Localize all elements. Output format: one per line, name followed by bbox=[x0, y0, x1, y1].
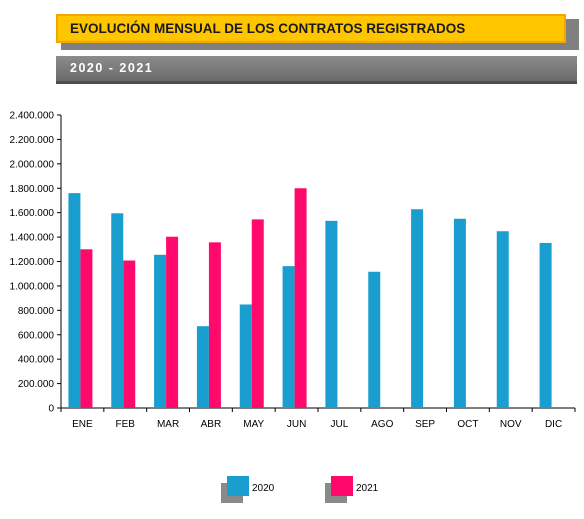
y-tick-label: 1.000.000 bbox=[10, 281, 55, 292]
y-tick-label: 1.400.000 bbox=[10, 233, 55, 244]
y-tick-label: 800.000 bbox=[18, 306, 55, 317]
bar-2021-jun bbox=[294, 188, 307, 408]
bar-2020-jun bbox=[282, 266, 295, 408]
bar-2020-ago bbox=[368, 271, 381, 408]
y-tick-label: 600.000 bbox=[18, 330, 55, 341]
legend-label-2020: 2020 bbox=[252, 483, 275, 494]
y-tick-label: 2.400.000 bbox=[10, 111, 55, 122]
y-tick-label: 2.000.000 bbox=[10, 159, 55, 170]
bar-2020-jul bbox=[325, 220, 338, 408]
y-tick-label: 1.600.000 bbox=[10, 208, 55, 219]
bar-2021-feb bbox=[123, 260, 136, 408]
legend-swatch-2021 bbox=[331, 476, 353, 496]
y-tick-label: 2.200.000 bbox=[10, 135, 55, 146]
bar-2020-mar bbox=[154, 254, 167, 408]
x-tick-label: JUL bbox=[331, 419, 349, 430]
bar-2020-ene bbox=[68, 193, 81, 408]
bar-2021-may bbox=[251, 219, 264, 408]
legend-label-2021: 2021 bbox=[356, 483, 379, 494]
y-tick-label: 1.800.000 bbox=[10, 184, 55, 195]
bar-2020-feb bbox=[111, 213, 124, 408]
x-tick-label: ENE bbox=[72, 419, 93, 430]
x-tick-label: DIC bbox=[545, 419, 562, 430]
bar-2021-ene bbox=[80, 249, 93, 408]
x-tick-label: AGO bbox=[371, 419, 393, 430]
y-tick-label: 400.000 bbox=[18, 355, 55, 366]
chart-axes: 0 200.000 400.000 600.000 800.000 1.000.000 1.… bbox=[10, 111, 576, 430]
chart-subtitle: 2020 - 2021 bbox=[56, 56, 577, 84]
x-tick-label: MAY bbox=[243, 419, 264, 430]
bar-2020-oct bbox=[453, 218, 466, 408]
x-tick-label: FEB bbox=[116, 419, 136, 430]
x-tick-label: NOV bbox=[500, 419, 522, 430]
chart-legend: 2020 2021 bbox=[221, 476, 379, 503]
bar-2020-dic bbox=[539, 242, 552, 408]
y-tick-label: 1.200.000 bbox=[10, 257, 55, 268]
bar-2020-abr bbox=[196, 326, 209, 408]
x-tick-label: OCT bbox=[457, 419, 478, 430]
x-tick-label: MAR bbox=[157, 419, 179, 430]
chart-title: EVOLUCIÓN MENSUAL DE LOS CONTRATOS REGIS… bbox=[56, 14, 566, 43]
bar-2020-sep bbox=[411, 209, 424, 408]
bar-2020-may bbox=[239, 304, 252, 408]
bar-2021-mar bbox=[166, 236, 179, 408]
chart-bars bbox=[68, 188, 552, 408]
bar-2020-nov bbox=[496, 231, 509, 408]
y-tick-label: 200.000 bbox=[18, 379, 55, 390]
legend-swatch-2020 bbox=[227, 476, 249, 496]
x-tick-label: JUN bbox=[287, 419, 306, 430]
bar-2021-abr bbox=[208, 242, 221, 408]
x-tick-label: SEP bbox=[415, 419, 435, 430]
y-tick-label: 0 bbox=[48, 404, 54, 415]
x-tick-label: ABR bbox=[201, 419, 222, 430]
